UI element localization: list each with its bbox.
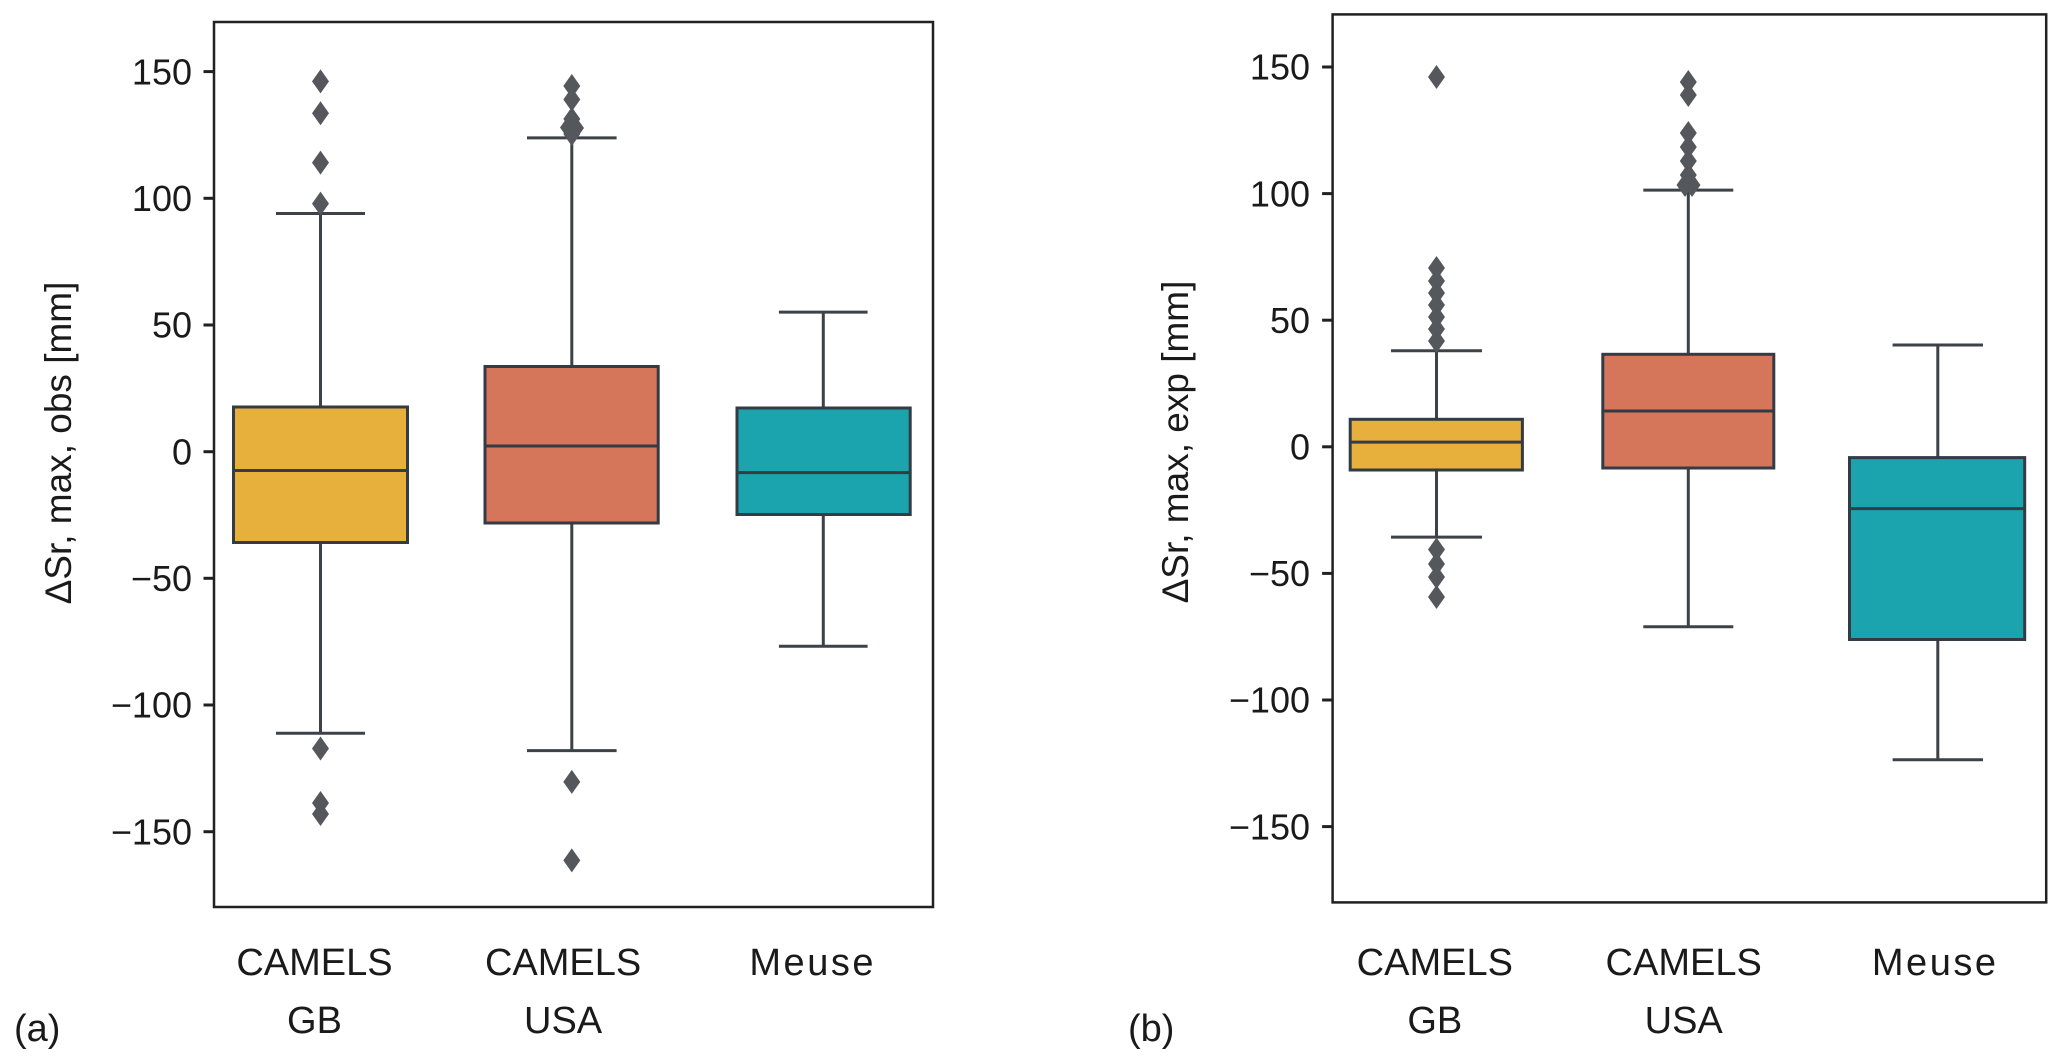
- svg-text:50: 50: [1270, 300, 1310, 341]
- svg-text:GB: GB: [287, 1000, 342, 1042]
- svg-text:GB: GB: [1407, 1000, 1462, 1042]
- svg-text:Meuse: Meuse: [1872, 942, 1999, 984]
- svg-text:(b): (b): [1128, 1008, 1174, 1050]
- svg-text:−150: −150: [111, 811, 192, 852]
- svg-text:USA: USA: [524, 1000, 603, 1042]
- svg-text:−100: −100: [111, 685, 192, 726]
- svg-text:CAMELS: CAMELS: [1606, 942, 1762, 984]
- svg-text:0: 0: [172, 431, 192, 472]
- svg-text:50: 50: [152, 305, 192, 346]
- svg-text:150: 150: [1250, 47, 1310, 88]
- svg-text:100: 100: [132, 178, 192, 219]
- svg-text:−100: −100: [1229, 680, 1310, 721]
- svg-text:−50: −50: [131, 558, 192, 599]
- svg-text:Meuse: Meuse: [749, 942, 876, 984]
- svg-text:CAMELS: CAMELS: [1357, 942, 1513, 984]
- svg-text:−50: −50: [1249, 553, 1310, 594]
- svg-text:−150: −150: [1229, 806, 1310, 847]
- svg-text:150: 150: [132, 51, 192, 92]
- svg-text:ΔSr, max, exp [mm]: ΔSr, max, exp [mm]: [1155, 281, 1196, 604]
- svg-text:ΔSr, max, obs [mm]: ΔSr, max, obs [mm]: [38, 282, 79, 605]
- svg-text:100: 100: [1250, 173, 1310, 214]
- svg-text:USA: USA: [1645, 1000, 1724, 1042]
- svg-text:0: 0: [1290, 427, 1310, 468]
- svg-text:CAMELS: CAMELS: [485, 942, 641, 984]
- svg-text:CAMELS: CAMELS: [236, 942, 392, 984]
- svg-text:(a): (a): [14, 1008, 60, 1050]
